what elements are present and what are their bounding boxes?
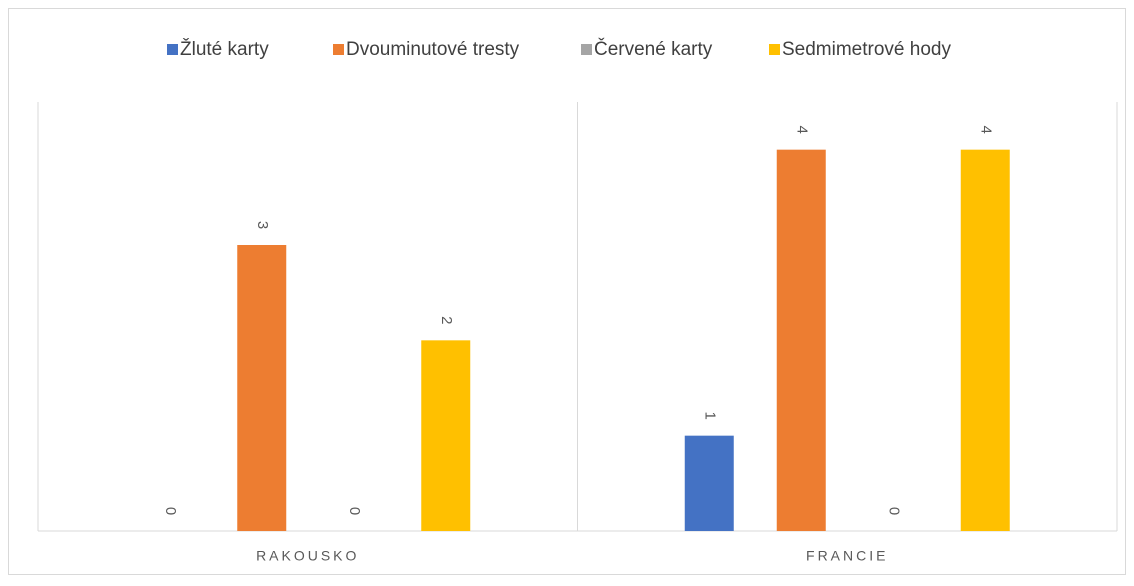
data-label: 4 [977,125,994,133]
x-tick-label: RAKOUSKO [256,548,359,564]
data-label: 0 [162,507,179,515]
data-label: 0 [885,507,902,515]
legend-swatch [333,44,344,55]
bar [684,435,734,531]
chart-border [8,8,1126,575]
legend-swatch [167,44,178,55]
bar [237,245,287,531]
data-label: 2 [438,316,455,324]
legend-label: Sedmimetrové hody [782,39,951,60]
legend-label: Červené karty [594,38,713,60]
x-tick-label: FRANCIE [806,548,888,564]
bar [421,340,471,531]
data-label: 3 [254,221,271,229]
legend-label: Žluté karty [180,38,269,60]
legend-label: Dvouminutové tresty [346,39,520,60]
bar [776,149,826,531]
data-label: 1 [701,411,718,419]
bar [960,149,1010,531]
legend-swatch [581,44,592,55]
data-label: 4 [793,125,810,133]
legend-swatch [769,44,780,55]
data-label: 0 [346,507,363,515]
